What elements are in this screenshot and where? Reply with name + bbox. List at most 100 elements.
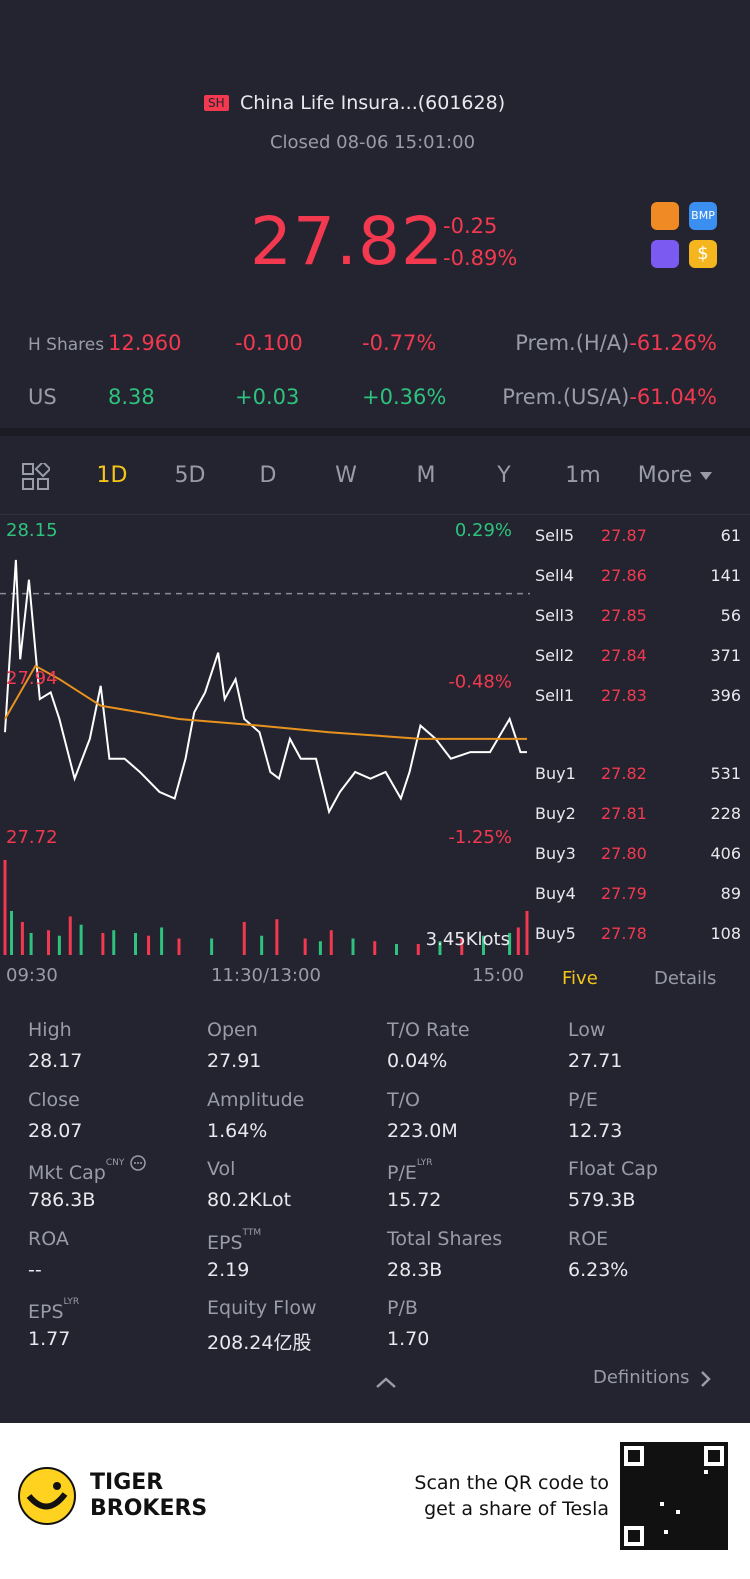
qr-cell [716, 1514, 720, 1518]
qr-cell [664, 1450, 668, 1454]
qr-cell [692, 1454, 696, 1458]
qr-cell [664, 1498, 668, 1502]
definitions-link[interactable]: Definitions [593, 1367, 690, 1388]
qr-cell [660, 1526, 664, 1530]
qr-cell [708, 1502, 712, 1506]
qr-cell [700, 1506, 704, 1510]
qr-cell [688, 1442, 692, 1446]
qr-cell [636, 1530, 640, 1534]
qr-cell [648, 1522, 652, 1526]
qr-cell [704, 1538, 708, 1542]
book-price: 27.87 [601, 526, 647, 545]
volume-bar [525, 910, 529, 955]
period-tab[interactable]: 5D [174, 463, 206, 488]
qr-cell [720, 1478, 724, 1482]
qr-cell [684, 1518, 688, 1522]
period-tab[interactable]: Y [497, 463, 511, 488]
book-price: 27.79 [601, 884, 647, 903]
qr-cell [692, 1490, 696, 1494]
qr-cell [700, 1502, 704, 1506]
qr-cell [664, 1490, 668, 1494]
volume-bar [395, 943, 398, 955]
qr-cell [712, 1534, 716, 1538]
qr-cell [644, 1538, 648, 1542]
qr-cell [644, 1446, 648, 1450]
period-tab[interactable]: 1D [96, 463, 128, 488]
qr-cell [664, 1510, 668, 1514]
book-tab[interactable]: Five [562, 968, 598, 989]
qr-cell [712, 1470, 716, 1474]
qr-cell [656, 1514, 660, 1518]
qr-cell [672, 1490, 676, 1494]
qr-cell [716, 1542, 720, 1546]
book-volume: 396 [710, 686, 741, 705]
qr-cell [652, 1530, 656, 1534]
qr-cell [712, 1466, 716, 1470]
qr-cell [688, 1538, 692, 1542]
qr-cell [680, 1514, 684, 1518]
qr-cell [632, 1546, 636, 1550]
qr-cell [688, 1502, 692, 1506]
book-tab[interactable]: Details [654, 968, 717, 989]
premium-label: Prem.(H/A) [515, 331, 630, 355]
qr-cell [680, 1450, 684, 1454]
qr-cell [628, 1458, 632, 1462]
qr-cell [672, 1546, 676, 1550]
period-tab[interactable]: D [259, 463, 277, 488]
qr-cell [684, 1482, 688, 1486]
qr-cell [620, 1510, 624, 1514]
qr-cell [696, 1546, 700, 1550]
icon-purple[interactable] [651, 240, 679, 268]
qr-cell [624, 1482, 628, 1486]
period-tab[interactable]: W [335, 463, 357, 488]
qr-cell [668, 1518, 672, 1522]
collapse-arrow[interactable] [375, 1376, 397, 1390]
period-tab[interactable]: M [416, 463, 436, 488]
volume-bar [29, 932, 33, 955]
qr-cell [716, 1478, 720, 1482]
qr-cell [636, 1522, 640, 1526]
icon-orange[interactable] [651, 202, 679, 230]
qr-cell [724, 1506, 728, 1510]
exchange-badge: SH [204, 95, 229, 111]
volume-bar [68, 916, 72, 955]
qr-cell [696, 1466, 700, 1470]
qr-cell [664, 1458, 668, 1462]
qr-cell [676, 1470, 680, 1474]
qr-cell [680, 1474, 684, 1478]
icon-bmp[interactable]: BMP [689, 202, 717, 230]
qr-cell [644, 1510, 648, 1514]
qr-cell [632, 1490, 636, 1494]
qr-cell [704, 1474, 708, 1478]
icon-dollar[interactable]: $ [689, 240, 717, 268]
qr-cell [620, 1506, 624, 1510]
qr-cell [652, 1526, 656, 1530]
qr-cell [684, 1446, 688, 1450]
qr-cell [688, 1454, 692, 1458]
qr-cell [672, 1502, 676, 1506]
layout-icon[interactable] [22, 463, 50, 491]
info-icon[interactable] [130, 1155, 146, 1171]
qr-cell [672, 1522, 676, 1526]
period-tab[interactable]: 1m [565, 463, 601, 488]
qr-cell [724, 1530, 728, 1534]
stat-label: Close [28, 1088, 80, 1111]
stat-value: 0.04% [387, 1050, 448, 1072]
volume-bar [79, 924, 83, 955]
qr-cell [672, 1510, 676, 1514]
qr-cell [720, 1482, 724, 1486]
qr-cell [676, 1454, 680, 1458]
qr-cell [636, 1518, 640, 1522]
qr-cell [668, 1526, 672, 1530]
volume-bar [47, 930, 50, 955]
period-tab[interactable]: More [637, 463, 693, 488]
qr-cell [644, 1478, 648, 1482]
qr-cell [692, 1482, 696, 1486]
qr-cell [640, 1490, 644, 1494]
qr-cell [684, 1526, 688, 1530]
qr-cell [652, 1542, 656, 1546]
qr-cell [696, 1458, 700, 1462]
qr-cell [620, 1486, 624, 1490]
qr-cell [668, 1466, 672, 1470]
